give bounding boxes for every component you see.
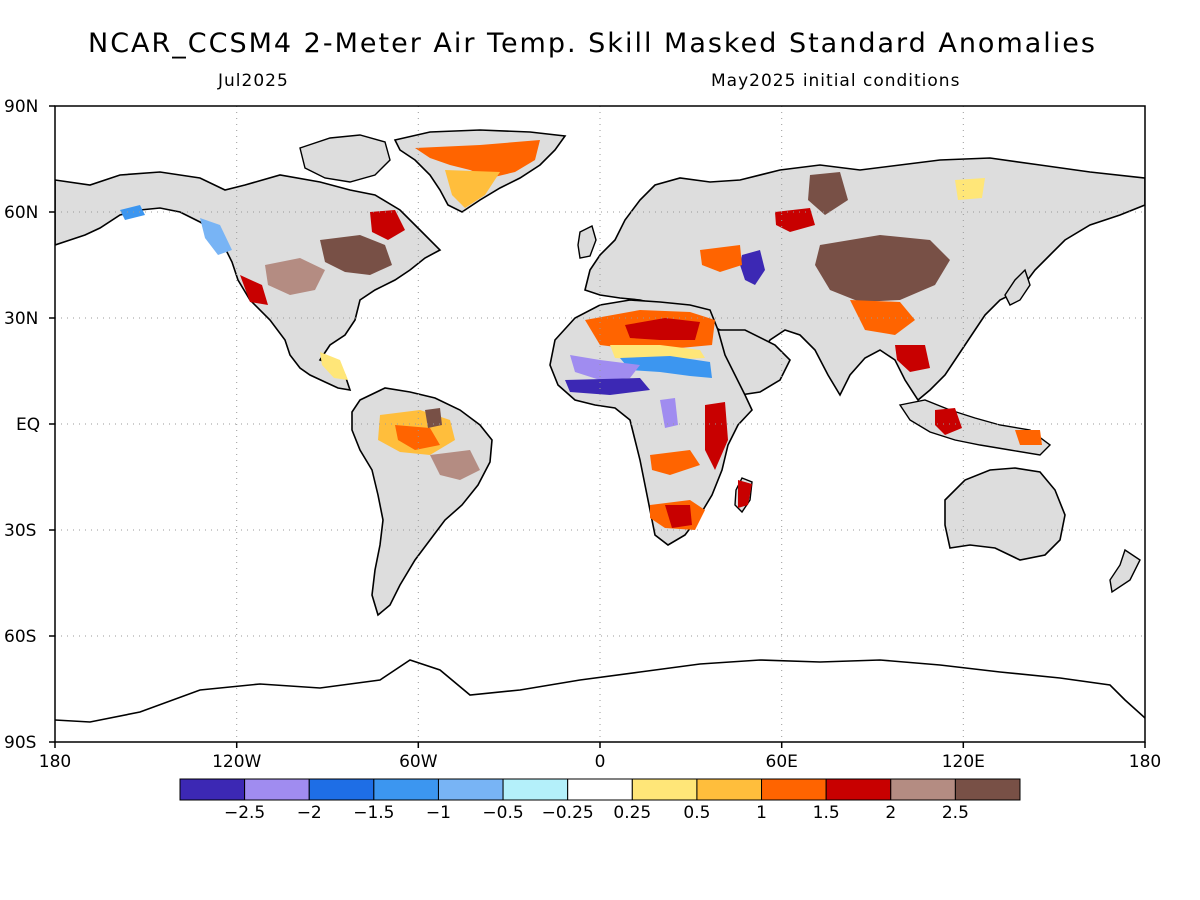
anomaly-sa-rose [430,450,480,480]
anomaly-southern-africa-red [665,505,692,528]
anomaly-central-asia-brown [815,235,950,302]
lon-label: 60W [399,752,438,772]
anomaly-caucasus-red [700,245,742,272]
anomaly-india-orange [850,300,915,335]
latitude-labels: 90N 60N 30N EQ 30S 60S 90S [4,97,40,753]
anomaly-sa-red [395,425,440,450]
lat-label: 90S [4,733,36,753]
lat-label: 30N [4,309,38,329]
anomaly-ural-red [775,208,815,232]
land-japan [1004,268,1031,306]
colorbar-label: 2 [885,803,896,823]
anomaly-siberia-yellow [955,178,985,200]
land-australia [944,467,1066,561]
lat-label: 90N [4,97,38,117]
colorbar-label: 0.5 [683,803,710,823]
lat-label: EQ [16,415,40,435]
lon-label: 180 [39,752,71,772]
anomaly-alaska-blue [120,205,145,220]
land-antarctica [55,659,1145,723]
anomaly-seasia-red [895,345,930,372]
colorbar-label: −0.25 [542,803,594,823]
anomaly-canada-brown [320,235,392,275]
anomaly-canada-rose [265,258,325,295]
anomaly-canada-red [370,210,405,240]
colorbar-swatch [631,778,698,801]
land-arctic-islands [299,134,391,183]
graticule [55,106,1145,742]
anomaly-sa-brown [425,408,442,428]
longitude-labels: 180 120W 60W 0 60E 120E 180 [39,752,1161,772]
anomaly-greenland-mild [445,170,500,208]
colorbar-label: 1 [756,803,767,823]
colorbar-swatch [373,778,439,801]
colorbar-swatch [244,778,310,801]
map-title: NCAR_CCSM4 2-Meter Air Temp. Skill Maske… [88,28,1097,59]
colorbar-swatch [567,778,633,801]
colorbar-swatch [761,778,827,801]
colorbar-swatch [437,778,504,801]
anomaly-bc-blue [200,218,232,255]
colorbar-swatch [179,778,246,801]
land-new-zealand [1109,548,1141,594]
anomaly-madagascar-red [738,480,752,508]
anomaly-layer [120,140,1042,530]
valid-month-label: Jul2025 [218,71,289,91]
anomaly-caspian-indigo [740,250,765,285]
colorbar-swatch [825,778,892,801]
colorbar-label: 0.25 [613,803,651,823]
colorbar-label: 2.5 [942,803,969,823]
colorbar-swatch [890,778,956,801]
lat-label: 30S [4,521,36,541]
colorbar-swatch [502,778,569,801]
lat-label: 60S [4,627,36,647]
land-british-isles [577,224,597,259]
anomaly-sahel-yellow [610,345,705,360]
colorbar-label: −1 [426,803,451,823]
lon-label: 180 [1129,752,1161,772]
anomaly-sahel-blue [620,356,712,378]
axis-ticks [49,105,1146,748]
anomaly-west-africa-indigo [565,378,650,395]
anomaly-east-africa-red [705,402,728,470]
lon-label: 120W [212,752,261,772]
lon-label: 120E [942,752,985,772]
colorbar-swatch [696,778,763,801]
colorbar-label: −1.5 [353,803,394,823]
colorbar-label: 1.5 [813,803,840,823]
anomaly-west-us-red [240,275,268,305]
anomaly-borneo-red [935,408,962,435]
anomaly-png-orange [1015,430,1042,445]
anomaly-mexico-yellow [320,352,348,380]
anomaly-east-africa-purple [660,398,678,428]
anomaly-sahara-red [625,318,700,340]
colorbar-label: −0.5 [482,803,523,823]
lon-label: 60E [766,752,798,772]
anomaly-siberia-brown [808,172,848,215]
lon-label: 0 [595,752,606,772]
colorbar-swatch [954,778,1021,801]
anomaly-zambia-orange [650,450,700,475]
lat-label: 60N [4,203,38,223]
anomaly-greenland-warm [415,140,540,178]
colorbar-swatch [308,778,375,801]
colorbar-label: −2.5 [224,803,265,823]
colorbar-label: −2 [297,803,322,823]
initial-conditions-label: May2025 initial conditions [711,71,961,91]
colorbar: −2.5 −2 −1.5 −1 −0.5 −0.25 0.25 0.5 1 1.5 2 2.5 [179,778,1021,823]
anomaly-west-africa-purple [570,355,640,380]
